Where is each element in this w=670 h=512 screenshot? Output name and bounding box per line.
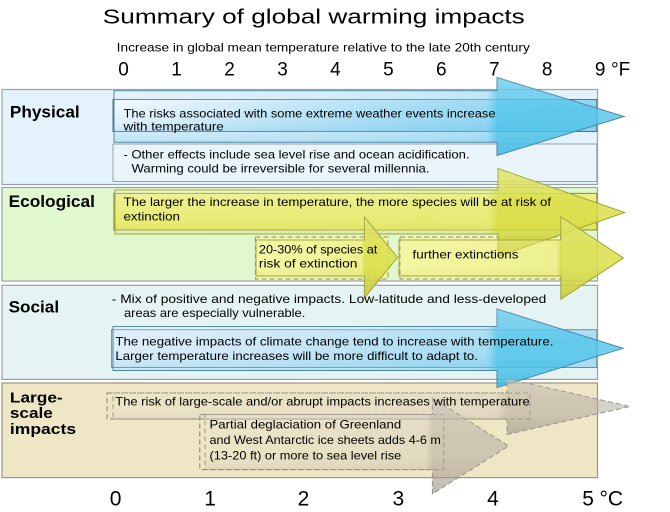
svg-text:1: 1 [204, 487, 216, 510]
svg-text:The negative impacts of climat: The negative impacts of climate change t… [115, 335, 553, 349]
svg-text:The larger the increase in tem: The larger the increase in temperature, … [124, 195, 552, 209]
svg-text:extinction: extinction [124, 209, 181, 223]
svg-text:0: 0 [118, 60, 129, 81]
svg-text:Physical: Physical [10, 102, 80, 121]
svg-text:20-30% of species at: 20-30% of species at [259, 243, 378, 257]
svg-text:scale: scale [10, 405, 53, 422]
svg-text:- Other effects include sea le: - Other effects include sea level rise a… [124, 148, 470, 162]
svg-text:impacts: impacts [10, 421, 76, 438]
svg-text:Ecological: Ecological [9, 192, 95, 211]
svg-text:9: 9 [595, 60, 606, 81]
svg-text:areas are especially vulnerabl: areas are especially vulnerable. [124, 306, 305, 320]
svg-text:2: 2 [298, 487, 310, 510]
svg-text:0: 0 [110, 487, 122, 510]
svg-text:4: 4 [487, 487, 499, 510]
svg-text:Summary of global warming impa: Summary of global warming impacts [103, 5, 525, 28]
svg-text:°C: °C [600, 487, 624, 510]
svg-text:risk of extinction: risk of extinction [259, 257, 358, 271]
svg-text:5: 5 [383, 60, 394, 81]
svg-text:1: 1 [171, 60, 182, 81]
svg-text:2: 2 [224, 60, 235, 81]
svg-text:and West Antarctic ice sheets: and West Antarctic ice sheets adds 4-6 m [210, 433, 441, 447]
svg-text:Warming could be irreversible: Warming could be irreversible for severa… [132, 162, 430, 176]
svg-text:5: 5 [582, 487, 594, 510]
svg-text:°F: °F [611, 60, 630, 81]
svg-text:Social: Social [9, 298, 60, 317]
svg-text:further extinctions: further extinctions [413, 248, 519, 262]
svg-text:Larger temperature increases w: Larger temperature increases will be mor… [115, 349, 478, 363]
svg-text:6: 6 [436, 60, 447, 81]
svg-text:- Mix of positive and negative: - Mix of positive and negative impacts. … [112, 292, 547, 306]
svg-text:The risk of large-scale and/or: The risk of large-scale and/or abrupt im… [115, 395, 530, 409]
svg-text:3: 3 [277, 60, 288, 81]
svg-text:(13-20 ft) or more to sea leve: (13-20 ft) or more to sea level rise [210, 448, 402, 462]
svg-text:7: 7 [489, 60, 500, 81]
svg-text:3: 3 [393, 487, 405, 510]
svg-text:Large-: Large- [10, 390, 63, 407]
svg-text:Increase in global mean temper: Increase in global mean temperature rela… [117, 41, 530, 55]
svg-text:8: 8 [542, 60, 553, 81]
svg-text:4: 4 [330, 60, 341, 81]
svg-text:with temperature: with temperature [122, 120, 224, 134]
svg-text:Partial deglaciation of Greenl: Partial deglaciation of Greenland [210, 418, 402, 432]
svg-text:The risks associated with some: The risks associated with some extreme w… [124, 106, 496, 120]
